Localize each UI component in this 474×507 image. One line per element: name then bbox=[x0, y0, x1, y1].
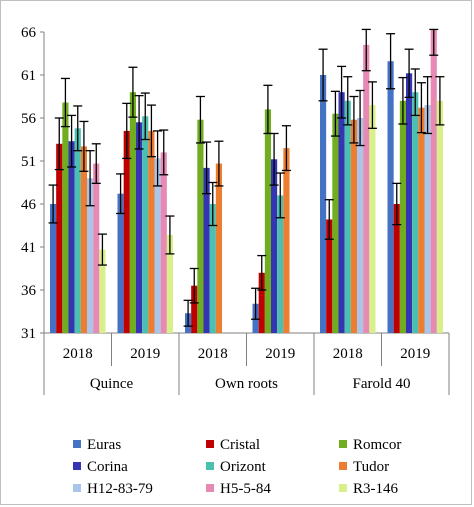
bar bbox=[123, 130, 130, 333]
bar bbox=[271, 159, 278, 333]
bar bbox=[283, 148, 290, 333]
y-tick-label: 31 bbox=[21, 326, 36, 342]
x-tick-label: 2019 bbox=[265, 346, 295, 362]
bar bbox=[363, 44, 370, 334]
bars bbox=[50, 29, 443, 334]
bar bbox=[436, 100, 443, 333]
bar bbox=[62, 102, 69, 334]
x-tick-label: 2018 bbox=[63, 346, 93, 362]
bar bbox=[320, 75, 327, 333]
bar bbox=[148, 130, 155, 333]
x-labels: 2018 2019 2018 2019 2018 2019 Quince Own roots F… bbox=[63, 346, 431, 392]
legend-swatch bbox=[73, 462, 81, 470]
bar bbox=[191, 285, 198, 333]
bar bbox=[142, 116, 149, 333]
bar bbox=[264, 109, 271, 334]
y-tick-label: 51 bbox=[21, 154, 36, 170]
bar bbox=[277, 195, 284, 333]
bar bbox=[406, 73, 413, 333]
bar bbox=[430, 29, 437, 333]
x-tick-label: 2019 bbox=[130, 346, 160, 362]
legend-label: Cristal bbox=[220, 437, 260, 453]
bar bbox=[74, 128, 81, 333]
bar bbox=[258, 272, 265, 333]
bar bbox=[154, 158, 161, 333]
legend-swatch bbox=[73, 484, 81, 492]
bar bbox=[203, 167, 210, 333]
legend-label: Romcor bbox=[353, 437, 401, 453]
y-tick-label: 66 bbox=[21, 25, 37, 41]
legend: Euras Cristal Romcor Corina Orizont Tudor H12-… bbox=[73, 437, 401, 497]
bar bbox=[197, 119, 204, 333]
y-tick-label: 36 bbox=[21, 283, 37, 299]
bar bbox=[56, 143, 63, 333]
legend-swatch bbox=[206, 440, 214, 448]
legend-label: H5-5-84 bbox=[220, 481, 271, 497]
bar bbox=[99, 249, 106, 333]
bar bbox=[418, 107, 425, 334]
bar bbox=[50, 204, 57, 333]
bar bbox=[129, 92, 136, 333]
bar bbox=[412, 92, 419, 333]
legend-swatch bbox=[339, 440, 347, 448]
legend-label: Euras bbox=[87, 437, 121, 453]
group-label: Farold 40 bbox=[353, 376, 411, 392]
legend-label: Corina bbox=[87, 459, 128, 475]
bar bbox=[117, 193, 124, 333]
y-tick-label: 41 bbox=[21, 240, 36, 256]
bar bbox=[338, 92, 345, 333]
legend-label: H12-83-79 bbox=[87, 481, 153, 497]
bar bbox=[80, 146, 87, 333]
bar bbox=[93, 163, 100, 333]
legend-swatch bbox=[206, 484, 214, 492]
bar bbox=[215, 163, 222, 333]
legend-label: Tudor bbox=[353, 459, 389, 475]
legend-swatch bbox=[339, 484, 347, 492]
x-tick-label: 2018 bbox=[333, 346, 363, 362]
x-tick-label: 2019 bbox=[400, 346, 430, 362]
bar bbox=[424, 105, 431, 333]
bar bbox=[160, 152, 167, 333]
y-tick-label: 56 bbox=[21, 111, 37, 127]
bar bbox=[326, 219, 333, 333]
bar bbox=[68, 141, 75, 333]
legend-label: Orizont bbox=[220, 459, 267, 475]
group-label: Own roots bbox=[215, 376, 278, 392]
bar bbox=[344, 100, 351, 333]
legend-swatch bbox=[73, 440, 81, 448]
error-bars bbox=[48, 28, 445, 327]
bar bbox=[166, 234, 173, 333]
bar bbox=[357, 118, 364, 333]
bar bbox=[350, 119, 357, 333]
y-tick-label: 61 bbox=[21, 68, 36, 84]
legend-swatch bbox=[339, 462, 347, 470]
bar bbox=[393, 204, 400, 333]
bar bbox=[136, 122, 143, 333]
legend-label: R3-146 bbox=[353, 481, 399, 497]
axes: 31 36 41 46 51 56 61 66 bbox=[21, 25, 450, 395]
bar bbox=[369, 105, 376, 333]
bar bbox=[399, 100, 406, 333]
bar bbox=[332, 113, 339, 333]
bar bbox=[387, 61, 394, 334]
bar bbox=[87, 178, 94, 333]
x-tick-label: 2018 bbox=[198, 346, 228, 362]
group-label: Quince bbox=[90, 376, 134, 392]
legend-swatch bbox=[206, 462, 214, 470]
y-tick-label: 46 bbox=[21, 197, 37, 213]
bar bbox=[209, 204, 216, 333]
